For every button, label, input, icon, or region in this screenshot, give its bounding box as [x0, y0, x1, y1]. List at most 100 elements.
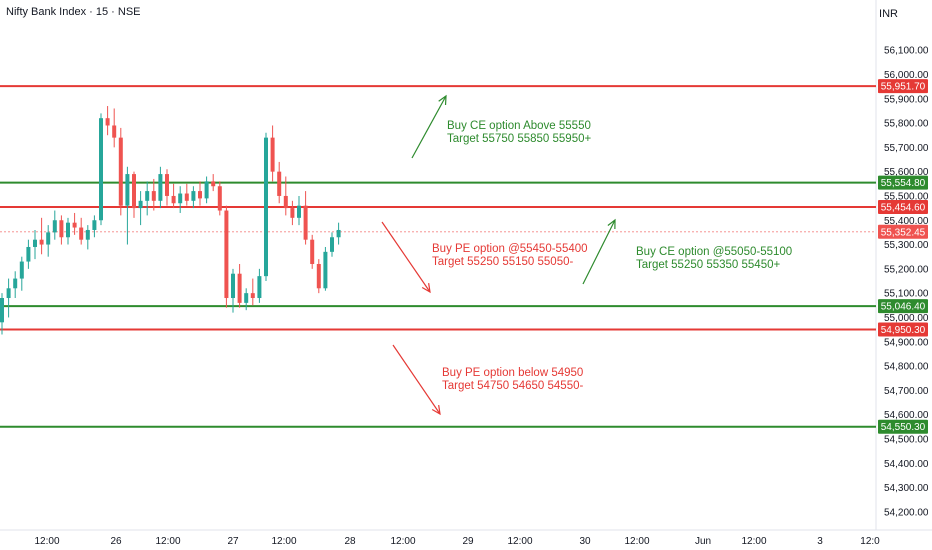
candle[interactable]: [316, 259, 321, 294]
candle[interactable]: [244, 288, 249, 311]
y-tick-label: 55,000.00: [884, 313, 929, 324]
candle[interactable]: [6, 278, 11, 318]
candle[interactable]: [264, 132, 268, 281]
signal-arrow[interactable]: [582, 218, 616, 285]
candle[interactable]: [125, 166, 130, 245]
candle[interactable]: [72, 212, 77, 235]
candle[interactable]: [33, 229, 37, 260]
level-price-label: 54,950.30: [881, 325, 926, 336]
annotation-text: Buy PE option @55450-55400: [432, 243, 588, 255]
y-tick-label: 55,600.00: [884, 167, 929, 178]
x-tick-label: 28: [344, 536, 356, 547]
x-tick-label: 12:00: [34, 536, 59, 547]
candle[interactable]: [138, 191, 143, 226]
last-price-badge: [878, 224, 928, 239]
level-price-label: 55,046.40: [881, 302, 926, 313]
candle[interactable]: [211, 174, 216, 192]
level-price-badge: [878, 199, 928, 214]
candle[interactable]: [26, 239, 31, 269]
signal-arrow[interactable]: [411, 94, 447, 159]
x-tick-label: 3: [817, 536, 823, 547]
annotation-text: Target 55250 55350 55450+: [636, 259, 780, 271]
y-tick-label: 55,900.00: [884, 94, 929, 105]
currency-label: INR: [879, 8, 898, 20]
symbol-title[interactable]: Nifty Bank Index · 15 · NSE: [6, 6, 141, 18]
candle[interactable]: [132, 171, 136, 218]
candle[interactable]: [277, 161, 282, 204]
level-price-badge: [878, 322, 928, 337]
y-tick-label: 54,300.00: [884, 483, 929, 494]
candle[interactable]: [237, 263, 242, 308]
candle[interactable]: [171, 183, 176, 209]
y-tick-label: 54,600.00: [884, 410, 929, 421]
candle[interactable]: [290, 200, 295, 226]
candle[interactable]: [39, 217, 44, 255]
candle[interactable]: [184, 183, 189, 206]
candle[interactable]: [19, 256, 24, 291]
x-tick-label: 29: [462, 536, 474, 547]
candle[interactable]: [79, 217, 84, 245]
level-price-label: 55,454.60: [881, 202, 926, 213]
y-tick-label: 55,100.00: [884, 289, 929, 300]
candle[interactable]: [158, 166, 163, 209]
candle[interactable]: [257, 268, 262, 303]
x-tick-label: 12:00: [155, 536, 180, 547]
candle[interactable]: [0, 293, 4, 335]
candle[interactable]: [165, 169, 169, 206]
candle[interactable]: [217, 181, 222, 216]
candle[interactable]: [46, 225, 51, 257]
x-tick-label: 12:00: [507, 536, 532, 547]
last-price-label: 55,352.45: [881, 227, 926, 238]
candle[interactable]: [118, 127, 123, 216]
candle[interactable]: [303, 191, 308, 245]
annotation-text: Buy PE option below 54950: [442, 367, 583, 379]
x-tick-label: 26: [110, 536, 122, 547]
candle[interactable]: [112, 108, 117, 148]
x-tick-label: 27: [227, 536, 239, 547]
level-price-label: 54,550.30: [881, 422, 926, 433]
x-tick-label: 30: [579, 536, 591, 547]
y-tick-label: 55,500.00: [884, 191, 929, 202]
candle[interactable]: [270, 125, 275, 182]
y-tick-label: 56,000.00: [884, 70, 929, 81]
level-price-badge: [878, 175, 928, 190]
candle[interactable]: [330, 232, 334, 257]
x-tick-label: 12:00: [741, 536, 766, 547]
candle[interactable]: [250, 278, 255, 306]
candle[interactable]: [224, 205, 229, 308]
candle[interactable]: [283, 176, 288, 216]
signal-arrow[interactable]: [381, 221, 431, 294]
candle[interactable]: [59, 215, 64, 245]
candle[interactable]: [85, 225, 90, 250]
candle[interactable]: [92, 215, 97, 238]
candle[interactable]: [198, 181, 202, 206]
level-price-badge: [878, 299, 928, 314]
candle[interactable]: [310, 234, 315, 269]
candle[interactable]: [323, 246, 328, 291]
y-tick-label: 56,100.00: [884, 46, 929, 57]
candle[interactable]: [151, 178, 156, 211]
candle[interactable]: [297, 195, 301, 226]
candle[interactable]: [191, 186, 196, 209]
x-tick-label: 12:00: [390, 536, 415, 547]
annotation-text: Target 55250 55150 55050-: [432, 256, 573, 268]
candle[interactable]: [105, 106, 110, 136]
candle[interactable]: [13, 271, 18, 299]
annotation-text: Buy CE option Above 55550: [447, 120, 591, 132]
level-price-badge: [878, 419, 928, 434]
candle[interactable]: [178, 186, 183, 213]
candle[interactable]: [66, 217, 70, 245]
y-tick-label: 55,300.00: [884, 240, 929, 251]
candle[interactable]: [145, 181, 150, 216]
level-price-label: 55,554.80: [881, 178, 926, 189]
candle[interactable]: [204, 176, 209, 204]
candle[interactable]: [99, 113, 103, 226]
y-tick-label: 55,800.00: [884, 119, 929, 130]
candle[interactable]: [231, 268, 235, 313]
candle[interactable]: [336, 222, 341, 245]
y-tick-label: 55,200.00: [884, 264, 929, 275]
candle[interactable]: [52, 210, 57, 240]
signal-arrow[interactable]: [392, 344, 441, 416]
